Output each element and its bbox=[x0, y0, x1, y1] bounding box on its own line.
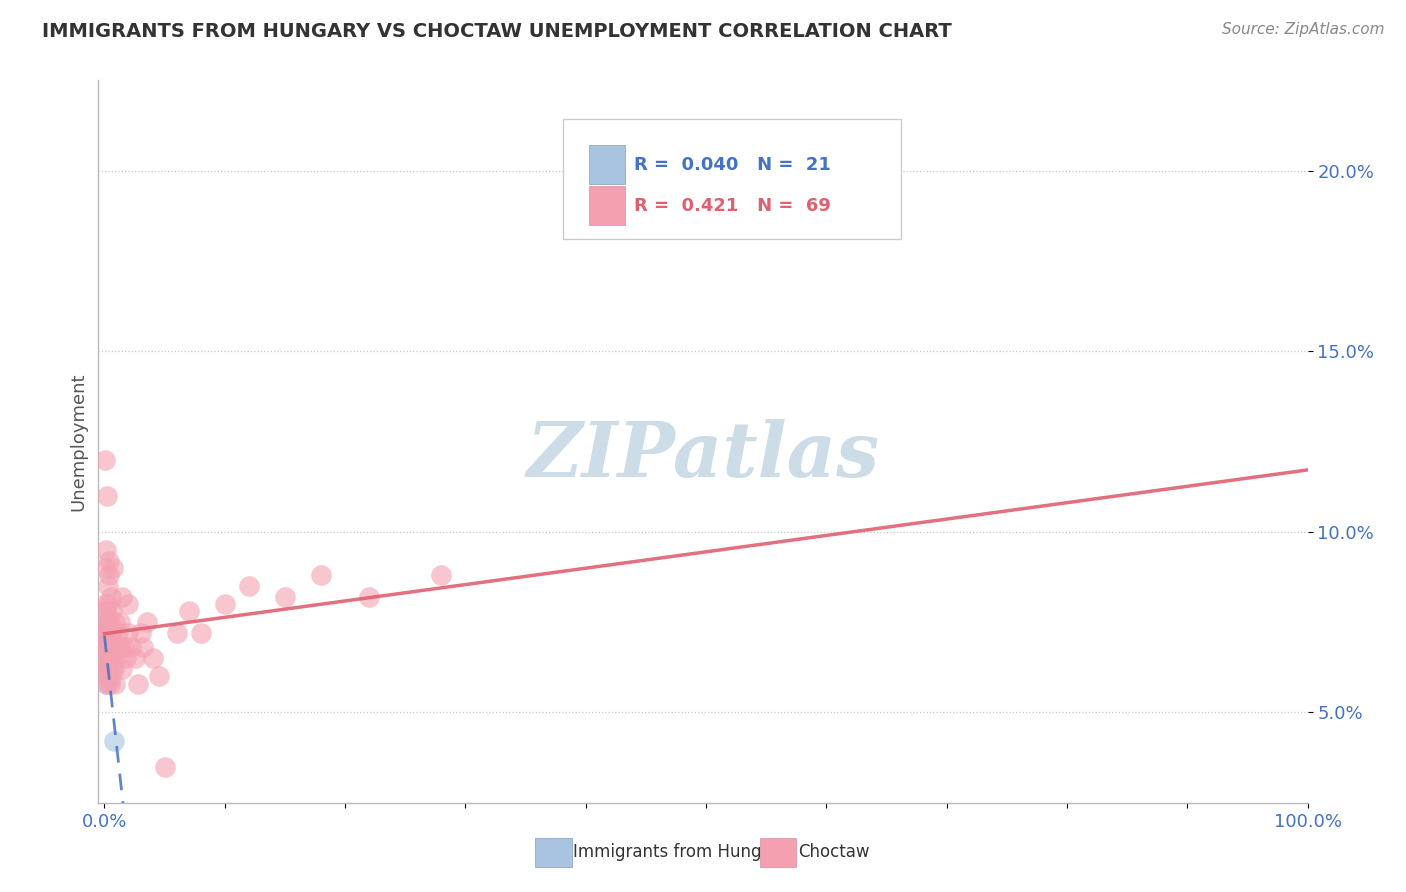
Point bbox=[104, 615, 127, 630]
Point bbox=[97, 579, 120, 593]
Y-axis label: Unemployment: Unemployment bbox=[69, 372, 87, 511]
Text: IMMIGRANTS FROM HUNGARY VS CHOCTAW UNEMPLOYMENT CORRELATION CHART: IMMIGRANTS FROM HUNGARY VS CHOCTAW UNEMP… bbox=[42, 22, 952, 41]
Point bbox=[94, 626, 117, 640]
Point bbox=[100, 590, 122, 604]
Point bbox=[166, 626, 188, 640]
Point bbox=[94, 452, 117, 467]
Point bbox=[96, 615, 118, 630]
Text: R =  0.040   N =  21: R = 0.040 N = 21 bbox=[634, 155, 831, 174]
Text: Immigrants from Hungary: Immigrants from Hungary bbox=[574, 844, 789, 862]
Point bbox=[309, 568, 332, 582]
Point bbox=[359, 590, 381, 604]
Point bbox=[94, 637, 117, 651]
Point bbox=[96, 640, 118, 655]
Point bbox=[148, 669, 170, 683]
Point bbox=[190, 626, 212, 640]
Text: ZIPatlas: ZIPatlas bbox=[526, 419, 880, 493]
Point bbox=[97, 554, 120, 568]
Point bbox=[111, 662, 134, 676]
Text: R =  0.421   N =  69: R = 0.421 N = 69 bbox=[634, 196, 831, 215]
Point bbox=[96, 542, 118, 557]
Point bbox=[98, 626, 121, 640]
Point bbox=[96, 619, 118, 633]
Point bbox=[94, 655, 117, 669]
Point bbox=[94, 626, 117, 640]
Point bbox=[94, 662, 117, 676]
Point bbox=[94, 604, 117, 618]
Point bbox=[430, 568, 453, 582]
Point bbox=[97, 633, 120, 648]
Point bbox=[96, 676, 118, 690]
Point bbox=[132, 640, 155, 655]
Point bbox=[94, 644, 117, 658]
Point bbox=[111, 590, 134, 604]
Point bbox=[100, 633, 122, 648]
Point bbox=[115, 651, 138, 665]
Point bbox=[153, 760, 176, 774]
Point bbox=[94, 640, 117, 655]
Point bbox=[274, 590, 297, 604]
Point bbox=[177, 604, 200, 618]
Point bbox=[94, 651, 117, 665]
Point bbox=[103, 640, 125, 655]
Point bbox=[104, 676, 127, 690]
Point bbox=[238, 579, 260, 593]
Point bbox=[96, 648, 118, 662]
Point bbox=[94, 561, 117, 575]
Point bbox=[101, 651, 124, 665]
Point bbox=[100, 626, 122, 640]
Point bbox=[94, 623, 117, 637]
Point bbox=[108, 615, 131, 630]
Point bbox=[98, 615, 121, 630]
Point bbox=[135, 615, 157, 630]
Point bbox=[98, 568, 121, 582]
Point bbox=[96, 489, 118, 503]
Point bbox=[100, 673, 122, 687]
Point bbox=[98, 658, 121, 673]
Point bbox=[96, 604, 118, 618]
Point bbox=[101, 623, 124, 637]
Point bbox=[98, 640, 121, 655]
Point bbox=[96, 662, 118, 676]
Point bbox=[94, 597, 117, 611]
Point bbox=[107, 626, 129, 640]
Point bbox=[100, 662, 122, 676]
Point bbox=[97, 651, 120, 665]
Point bbox=[97, 651, 120, 665]
Point bbox=[105, 651, 128, 665]
Point bbox=[94, 623, 117, 637]
Point bbox=[129, 626, 152, 640]
Point bbox=[93, 640, 115, 655]
Point bbox=[96, 669, 118, 683]
Point bbox=[110, 640, 132, 655]
Point bbox=[94, 658, 117, 673]
Point bbox=[108, 640, 131, 655]
Point bbox=[94, 669, 117, 683]
Point bbox=[97, 658, 120, 673]
Point bbox=[96, 640, 118, 655]
Point bbox=[94, 615, 117, 630]
Point bbox=[100, 676, 122, 690]
Text: Source: ZipAtlas.com: Source: ZipAtlas.com bbox=[1222, 22, 1385, 37]
Point bbox=[98, 669, 121, 683]
Point bbox=[96, 676, 118, 690]
Point bbox=[97, 597, 120, 611]
Point bbox=[103, 734, 125, 748]
Point bbox=[94, 651, 117, 665]
Point bbox=[100, 651, 122, 665]
Point bbox=[142, 651, 165, 665]
Point bbox=[103, 561, 125, 575]
Point bbox=[214, 597, 236, 611]
Text: Choctaw: Choctaw bbox=[799, 844, 869, 862]
Point bbox=[117, 626, 139, 640]
Point bbox=[94, 633, 117, 648]
Point bbox=[112, 640, 135, 655]
Point bbox=[127, 676, 149, 690]
Point bbox=[103, 662, 125, 676]
Point bbox=[124, 651, 146, 665]
Point bbox=[100, 604, 122, 618]
Point bbox=[117, 597, 139, 611]
Point bbox=[120, 640, 142, 655]
